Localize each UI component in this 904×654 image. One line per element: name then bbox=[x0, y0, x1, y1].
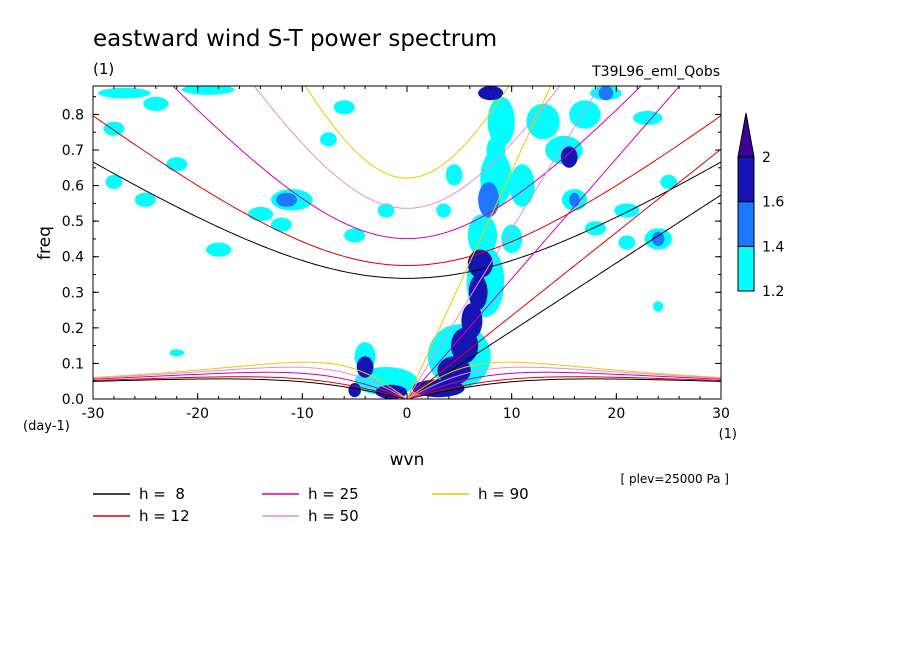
power-blob-37 bbox=[660, 174, 678, 190]
ig-curve-h12 bbox=[93, 115, 721, 266]
power-blob-42 bbox=[598, 86, 614, 101]
colorbar-segment-0 bbox=[737, 245, 755, 292]
x-unit-label: (1) bbox=[719, 427, 737, 442]
power-blob-31 bbox=[445, 164, 463, 186]
power-blob-19 bbox=[134, 192, 156, 207]
kelvin-curve-h8 bbox=[406, 194, 721, 399]
power-blob-40 bbox=[478, 182, 500, 218]
x-tick-label: 0 bbox=[403, 406, 412, 422]
ig-curve-h8 bbox=[93, 161, 721, 279]
y-tick-label: 0.3 bbox=[62, 285, 84, 301]
colorbar-segment-2 bbox=[737, 156, 755, 203]
colorbar: 1.2 1.4 1.6 2 bbox=[737, 112, 784, 300]
power-blob-26 bbox=[320, 132, 337, 147]
power-contours bbox=[98, 86, 678, 399]
kelvin-curve-h25 bbox=[406, 86, 681, 399]
x-tick-label: 20 bbox=[607, 406, 625, 422]
power-blob-35 bbox=[509, 164, 535, 207]
x-tick-label: -20 bbox=[186, 406, 209, 422]
y-tick-label: 0.5 bbox=[62, 214, 84, 230]
rossby-curve-h25 bbox=[93, 371, 721, 399]
x-tick-label: -30 bbox=[82, 406, 105, 422]
power-blob-10 bbox=[569, 100, 601, 129]
power-blob-29 bbox=[344, 228, 366, 243]
y-axis-ticks: 0.0 0.1 0.2 0.3 0.4 0.5 0.6 0.7 0.8 bbox=[62, 96, 721, 408]
legend-label-h12: h = 12 bbox=[139, 507, 190, 525]
x-axis-ticks: -30 -20 -10 0 10 20 30 bbox=[82, 86, 730, 422]
power-blob-38 bbox=[618, 235, 636, 250]
power-blob-43 bbox=[651, 231, 665, 246]
kelvin-curve-h12 bbox=[406, 148, 721, 399]
legend-label-h8: h = 8 bbox=[139, 485, 185, 503]
colorbar-segment-1 bbox=[737, 201, 755, 247]
power-blob-52 bbox=[356, 356, 374, 378]
legend-label-h50: h = 50 bbox=[308, 507, 359, 525]
chart-subtitle-right: T39L96_eml_Qobs bbox=[591, 64, 720, 80]
y-tick-label: 0.6 bbox=[62, 179, 84, 195]
kelvin-curve-h90 bbox=[406, 86, 552, 399]
power-blob-45 bbox=[467, 249, 493, 278]
plev-annotation: [ plev=25000 Pa ] bbox=[620, 472, 729, 486]
legend-label-h90: h = 90 bbox=[478, 485, 529, 503]
chart-title: eastward wind S-T power spectrum bbox=[93, 26, 497, 52]
power-blob-39 bbox=[653, 301, 664, 312]
legend: h = 8 h = 12 h = 25 h = 50 h = 90 bbox=[93, 485, 529, 525]
y-tick-label: 0.4 bbox=[62, 250, 84, 266]
power-blob-32 bbox=[436, 203, 451, 218]
power-blob-22 bbox=[181, 86, 235, 95]
power-blob-24 bbox=[166, 157, 188, 172]
x-tick-label: 10 bbox=[503, 406, 521, 422]
ig-curve-h25 bbox=[172, 86, 642, 240]
rossby-curve-h90 bbox=[93, 361, 721, 399]
ig-curve-h90 bbox=[304, 86, 510, 179]
rossby-curve-h12 bbox=[93, 376, 721, 399]
colorbar-label: 1.2 bbox=[762, 284, 784, 300]
colorbar-label: 1.4 bbox=[762, 239, 784, 255]
dispersion-curves bbox=[93, 86, 721, 399]
rossby-curve-h50 bbox=[93, 366, 721, 399]
chart-subtitle-left: (1) bbox=[93, 60, 114, 78]
colorbar-label: 2 bbox=[762, 150, 771, 166]
power-blob-27 bbox=[206, 242, 232, 257]
power-blob-54 bbox=[478, 86, 504, 101]
ig-curve-h50 bbox=[253, 86, 561, 209]
power-blob-18 bbox=[247, 206, 274, 222]
power-blob-21 bbox=[98, 87, 151, 99]
power-blob-51 bbox=[375, 384, 407, 399]
rossby-curve-h8 bbox=[93, 378, 721, 399]
colorbar-arrow bbox=[737, 112, 755, 158]
y-tick-label: 0.2 bbox=[62, 321, 84, 337]
y-tick-label: 0.1 bbox=[62, 356, 84, 372]
kelvin-curve-h50 bbox=[406, 86, 601, 399]
power-blob-55 bbox=[560, 146, 578, 168]
power-blob-46 bbox=[468, 274, 488, 311]
legend-label-h25: h = 25 bbox=[308, 485, 359, 503]
power-blob-20 bbox=[143, 96, 169, 111]
x-tick-label: 30 bbox=[712, 406, 730, 422]
power-blob-34 bbox=[105, 174, 123, 190]
x-axis-label: wvn bbox=[390, 450, 425, 470]
power-blob-16 bbox=[614, 203, 640, 218]
y-unit-label: (day-1) bbox=[23, 419, 70, 434]
power-blob-25 bbox=[333, 100, 355, 115]
power-blob-48 bbox=[451, 327, 479, 364]
y-tick-label: 0.8 bbox=[62, 107, 84, 123]
power-blob-44 bbox=[276, 192, 298, 207]
power-blob-23 bbox=[103, 121, 125, 136]
power-blob-3 bbox=[487, 96, 515, 147]
y-axis-label: freq bbox=[35, 226, 55, 260]
power-blob-28 bbox=[270, 217, 292, 232]
y-tick-label: 0.0 bbox=[62, 392, 84, 408]
power-blob-8 bbox=[526, 103, 560, 140]
power-blob-41 bbox=[569, 192, 580, 207]
power-blob-36 bbox=[501, 224, 523, 254]
x-tick-label: -10 bbox=[291, 406, 314, 422]
power-blob-30 bbox=[377, 203, 395, 218]
y-tick-label: 0.7 bbox=[62, 143, 84, 159]
colorbar-label: 1.6 bbox=[762, 195, 784, 211]
power-blob-33 bbox=[169, 349, 184, 357]
